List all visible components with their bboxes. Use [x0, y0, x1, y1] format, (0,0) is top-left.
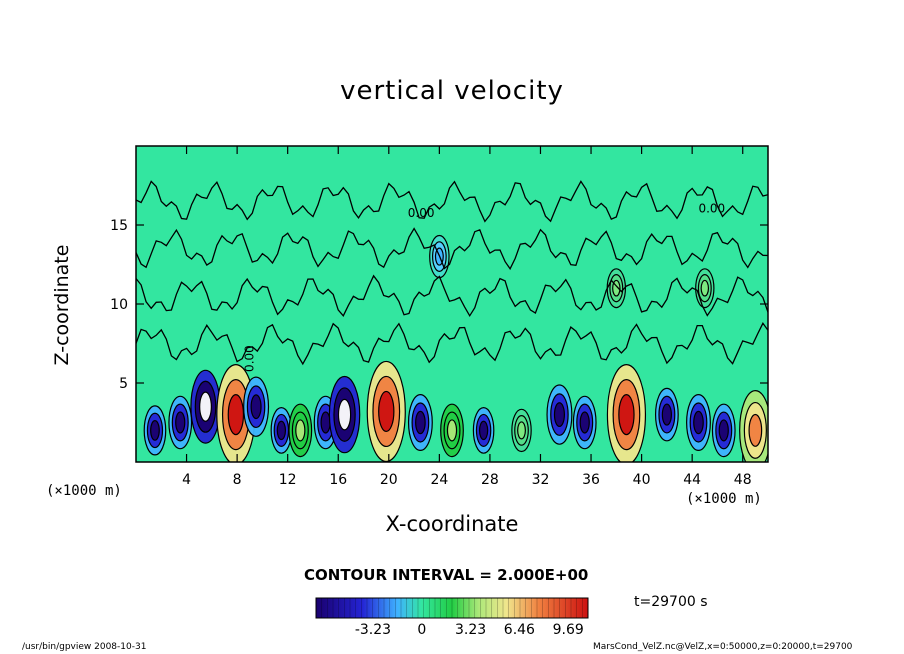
contour-line [136, 322, 768, 366]
colorbar-tick-label: -3.23 [355, 622, 391, 638]
field-cell [472, 407, 495, 454]
field-cell [695, 268, 715, 309]
y-tick-label: 5 [119, 376, 128, 392]
field-cell [328, 375, 361, 454]
colorbar-tick-label: 3.23 [455, 622, 486, 638]
y-tick-label: 10 [110, 297, 128, 313]
field-cell [366, 360, 406, 462]
chart-title: vertical velocity [340, 76, 564, 106]
colorbar-gradient [315, 597, 589, 619]
field-cell [270, 407, 293, 454]
x-tick-label: 32 [532, 472, 550, 488]
contour-lines [136, 180, 768, 366]
field-cell [407, 394, 433, 452]
x-unit-label-left: (×1000 m) [46, 483, 122, 499]
contour-value-label: 0.00 [243, 345, 257, 372]
field-cell [606, 364, 647, 462]
time-label: t=29700 s [634, 594, 708, 610]
colorbar-tick-label: 6.46 [504, 622, 535, 638]
x-tick-label: 40 [633, 472, 651, 488]
y-tick-label: 15 [110, 218, 128, 234]
field-cell [511, 408, 532, 453]
colorbar-tick-label: 9.69 [553, 622, 584, 638]
footer-left-text: /usr/bin/gpview 2008-10-31 [22, 642, 147, 652]
x-tick-label: 36 [582, 472, 600, 488]
x-tick-label: 4 [182, 472, 191, 488]
field-cell [216, 364, 256, 462]
contour-line [136, 274, 768, 318]
field-cell [440, 403, 464, 458]
field-cell [243, 376, 270, 437]
x-axis-label: X-coordinate [385, 512, 519, 536]
field-cell [572, 395, 597, 450]
field-cell [168, 395, 193, 450]
field-cell [739, 390, 768, 462]
x-tick-label: 12 [279, 472, 297, 488]
contour-line [136, 180, 768, 223]
field-cell [654, 387, 679, 442]
field-cell [143, 405, 167, 456]
x-tick-label: 28 [481, 472, 499, 488]
field-cell [686, 394, 711, 452]
x-tick-label: 48 [734, 472, 752, 488]
footer-right-text: MarsCond_VelZ.nc@VelZ,x=0:50000,z=0:2000… [593, 642, 853, 652]
colorbar: -3.23 0 3.23 6.46 9.69 [315, 597, 589, 638]
contour-value-label: 0.00 [698, 201, 725, 215]
plot-area: 0.00 0.00 0.00 [136, 146, 768, 462]
x-tick-label: 24 [430, 472, 448, 488]
x-tick-label: 16 [329, 472, 347, 488]
field-cells [143, 234, 768, 462]
field-cell [606, 268, 627, 309]
field-cell [546, 384, 573, 445]
contour-interval-label: CONTOUR INTERVAL = 2.000E+00 [304, 566, 589, 584]
field-cell [190, 369, 221, 444]
field-cell [288, 403, 313, 458]
x-tick-label: 44 [683, 472, 701, 488]
x-tick-label: 20 [380, 472, 398, 488]
x-unit-label-right: (×1000 m) [686, 491, 762, 507]
contour-value-label: 0.00 [408, 206, 435, 220]
field-cell [711, 403, 736, 458]
x-tick-label: 8 [233, 472, 242, 488]
colorbar-tick-label: 0 [417, 622, 426, 638]
contour-line [136, 227, 768, 271]
